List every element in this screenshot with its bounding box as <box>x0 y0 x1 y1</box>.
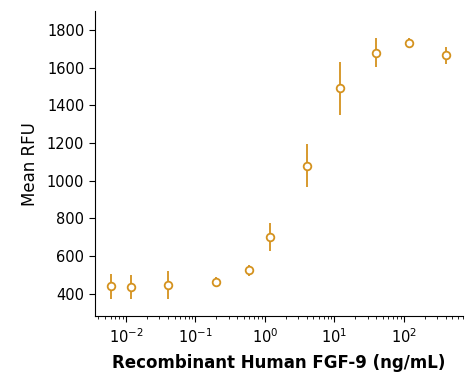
X-axis label: Recombinant Human FGF-9 (ng/mL): Recombinant Human FGF-9 (ng/mL) <box>112 354 446 372</box>
Y-axis label: Mean RFU: Mean RFU <box>20 122 38 206</box>
